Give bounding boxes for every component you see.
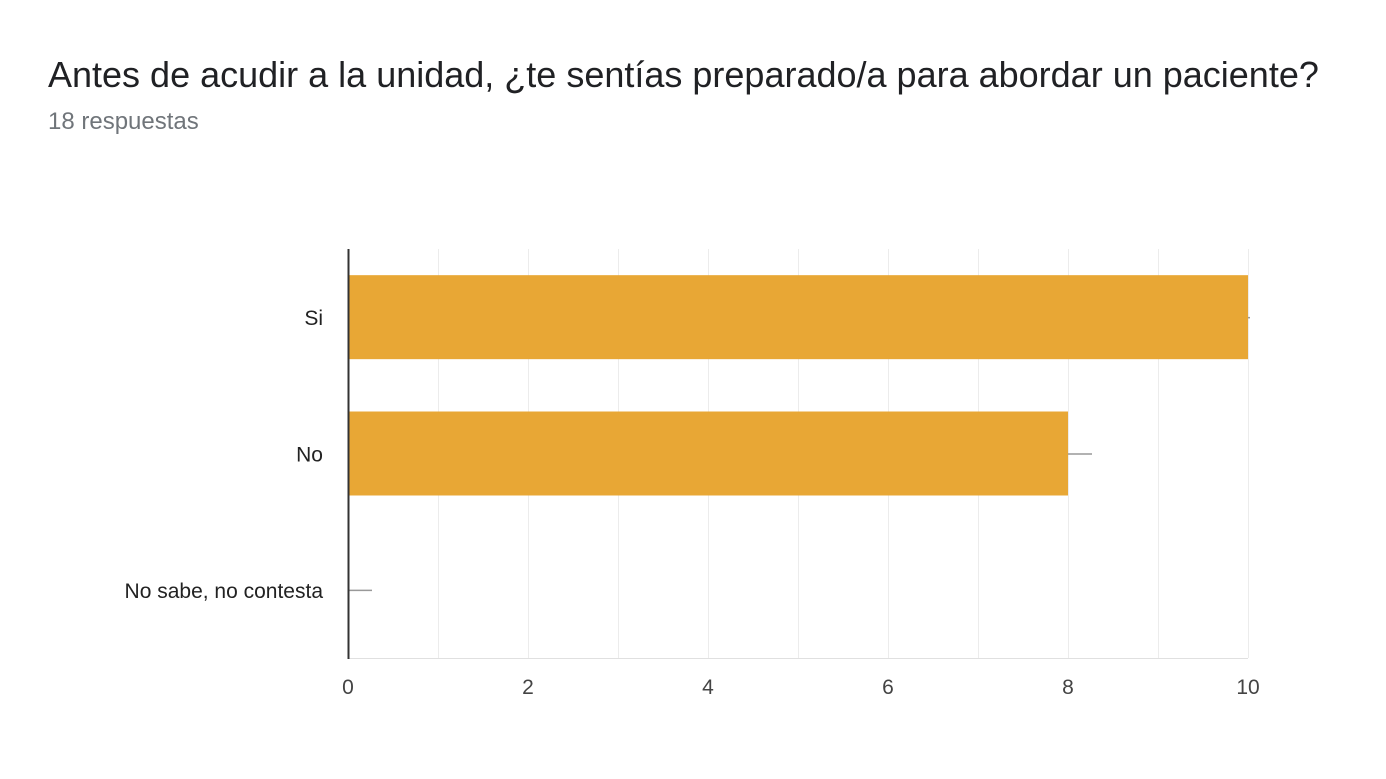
x-tick-label: 4 — [702, 676, 714, 699]
x-tick-label: 0 — [342, 676, 354, 699]
x-tick-label: 2 — [522, 676, 534, 699]
response-count: 18 respuestas — [48, 108, 199, 135]
x-tick-label: 10 — [1236, 676, 1259, 699]
question-title: Antes de acudir a la unidad, ¿te sentías… — [48, 54, 1319, 95]
category-label: No sabe, no contesta — [125, 580, 324, 603]
x-tick-label: 6 — [882, 676, 894, 699]
bar — [348, 411, 1068, 496]
category-label: No — [296, 444, 323, 467]
question-header: Antes de acudir a la unidad, ¿te sentías… — [48, 48, 1348, 137]
x-tick-label: 8 — [1062, 676, 1074, 699]
category-label: Si — [304, 307, 323, 330]
bar — [348, 275, 1248, 360]
